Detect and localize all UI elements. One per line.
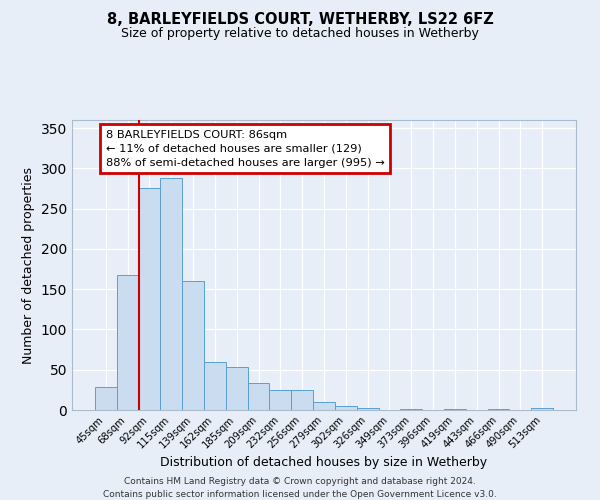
X-axis label: Distribution of detached houses by size in Wetherby: Distribution of detached houses by size … — [160, 456, 488, 469]
Bar — [357, 408, 379, 410]
Bar — [313, 402, 335, 410]
Text: 8 BARLEYFIELDS COURT: 86sqm
← 11% of detached houses are smaller (129)
88% of se: 8 BARLEYFIELDS COURT: 86sqm ← 11% of det… — [106, 130, 385, 168]
Bar — [117, 274, 139, 410]
Bar — [160, 178, 182, 410]
Bar — [291, 390, 313, 410]
Bar — [139, 188, 160, 410]
Y-axis label: Number of detached properties: Number of detached properties — [22, 166, 35, 364]
Text: 8, BARLEYFIELDS COURT, WETHERBY, LS22 6FZ: 8, BARLEYFIELDS COURT, WETHERBY, LS22 6F… — [107, 12, 493, 28]
Bar — [444, 409, 466, 410]
Bar — [400, 409, 422, 410]
Bar — [204, 362, 226, 410]
Bar — [226, 368, 248, 410]
Bar — [488, 409, 509, 410]
Bar — [269, 390, 291, 410]
Text: Contains HM Land Registry data © Crown copyright and database right 2024.: Contains HM Land Registry data © Crown c… — [124, 478, 476, 486]
Bar — [531, 408, 553, 410]
Bar — [182, 281, 204, 410]
Text: Contains public sector information licensed under the Open Government Licence v3: Contains public sector information licen… — [103, 490, 497, 499]
Bar — [335, 406, 357, 410]
Text: Size of property relative to detached houses in Wetherby: Size of property relative to detached ho… — [121, 28, 479, 40]
Bar — [248, 384, 269, 410]
Bar — [95, 386, 117, 410]
